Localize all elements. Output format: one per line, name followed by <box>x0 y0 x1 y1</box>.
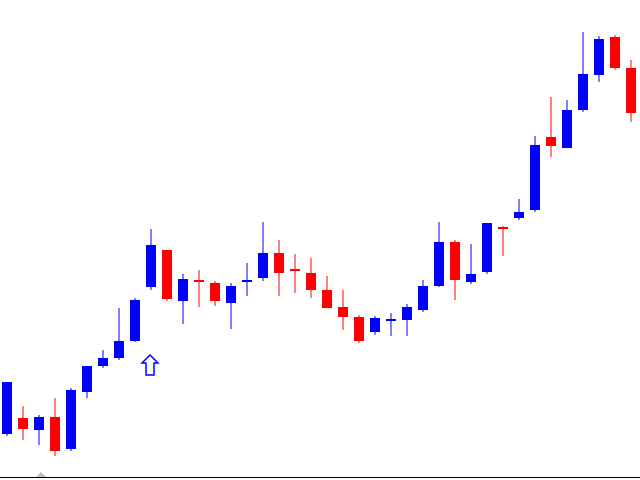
candle-body <box>354 317 364 341</box>
candle <box>466 244 476 284</box>
candle-body <box>210 283 220 301</box>
candle <box>306 258 316 298</box>
candle <box>562 100 572 148</box>
candles-layer <box>2 32 636 456</box>
candle-body <box>114 341 124 358</box>
signals-layer <box>140 353 160 376</box>
candle <box>242 263 252 296</box>
candle-body <box>610 37 620 68</box>
candle <box>530 136 540 212</box>
candle-body <box>562 110 572 148</box>
candle <box>146 229 156 290</box>
candle <box>338 290 348 330</box>
candle-body <box>386 319 396 321</box>
candle <box>498 226 508 256</box>
candle-body <box>594 39 604 75</box>
candle <box>482 223 492 274</box>
candle <box>274 240 284 296</box>
candle <box>18 406 28 440</box>
candle <box>418 280 428 312</box>
candle <box>514 199 524 220</box>
candle-body <box>98 358 108 366</box>
candle-body <box>290 269 300 271</box>
candle-body <box>434 242 444 286</box>
candle <box>594 36 604 82</box>
candle <box>50 398 60 456</box>
candle-body <box>226 286 236 303</box>
candle-body <box>130 300 140 341</box>
buy-signal-arrow-icon <box>140 353 160 376</box>
candle <box>626 60 636 122</box>
axis-marker-icon <box>36 472 46 477</box>
candle <box>34 415 44 445</box>
candle <box>370 316 380 335</box>
candle <box>226 283 236 329</box>
candle-body <box>162 250 172 299</box>
candle-body <box>50 417 60 451</box>
candle-body <box>370 318 380 332</box>
candle-body <box>530 145 540 210</box>
candle-body <box>626 68 636 113</box>
candle-body <box>274 253 284 273</box>
candle <box>194 270 204 307</box>
candle <box>610 35 620 70</box>
candle-body <box>482 223 492 272</box>
candle <box>290 254 300 293</box>
candle-body <box>82 366 92 392</box>
candle <box>162 250 172 301</box>
candle-body <box>322 290 332 308</box>
candle <box>354 315 364 343</box>
candle-body <box>2 382 12 434</box>
candle-body <box>194 280 204 282</box>
candle <box>98 350 108 368</box>
candle <box>178 274 188 324</box>
candle-body <box>146 245 156 287</box>
candle-body <box>338 307 348 317</box>
candle <box>258 222 268 281</box>
candle <box>578 32 588 112</box>
candle-body <box>514 212 524 218</box>
candle-body <box>306 273 316 290</box>
candle <box>386 313 396 336</box>
candle-body <box>34 417 44 430</box>
candle-body <box>258 253 268 278</box>
candle <box>82 366 92 398</box>
candle <box>402 304 412 336</box>
candle-body <box>66 390 76 449</box>
candle <box>2 382 12 436</box>
candle <box>322 276 332 308</box>
candle <box>434 222 444 287</box>
candle-body <box>546 137 556 146</box>
candle <box>66 388 76 451</box>
candle-body <box>18 418 28 429</box>
candle-body <box>402 307 412 320</box>
candle <box>210 281 220 306</box>
candle-body <box>418 286 428 310</box>
candle-body <box>578 74 588 110</box>
candle-body <box>242 280 252 282</box>
candle-body <box>466 274 476 282</box>
candle <box>450 240 460 300</box>
candle-body <box>450 242 460 280</box>
candle-body <box>178 279 188 301</box>
candle <box>130 298 140 342</box>
candle <box>114 308 124 360</box>
candle <box>546 97 556 157</box>
candle-body <box>498 227 508 229</box>
